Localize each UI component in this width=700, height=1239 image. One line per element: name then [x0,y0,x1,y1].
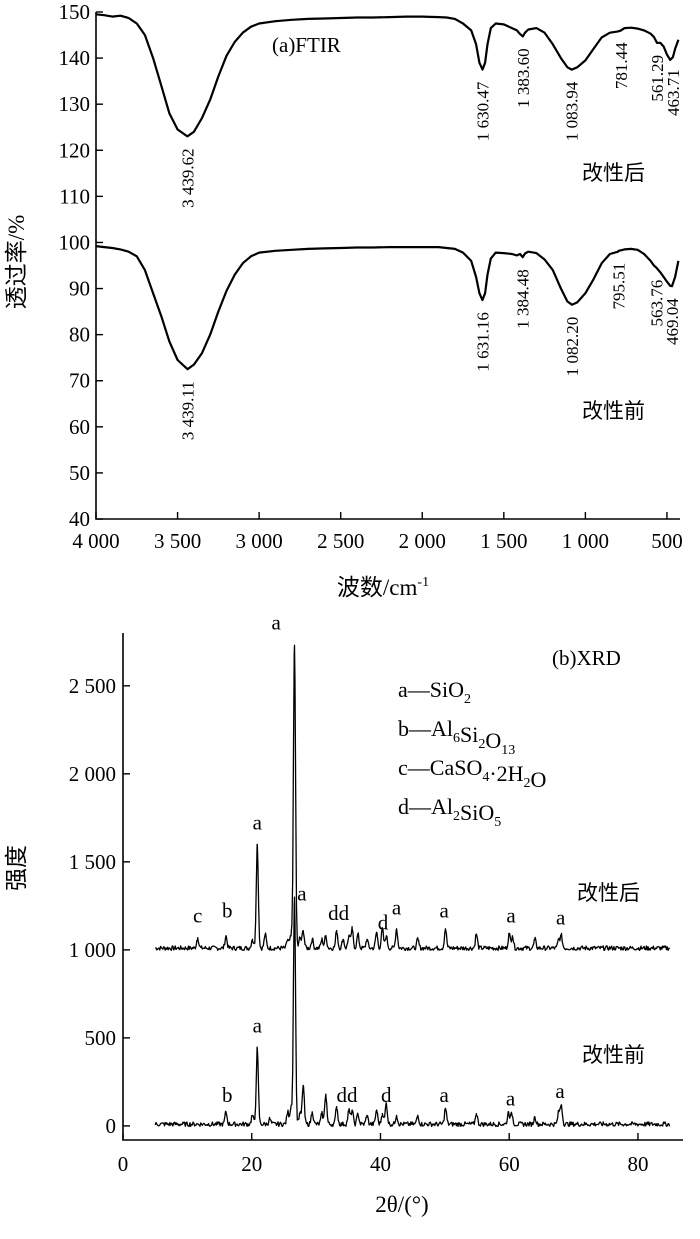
xrd-peak-letter: a [556,905,566,929]
xrd-legend-item: b—Al6Si2O13 [398,716,515,758]
xrd-peak-letter: a [297,882,307,906]
xrd-peak-letter: a [392,896,402,920]
ftir-chart: 40 50 60 70 80 90 100 110 120 130 140 150 4 000 3 500… [4,0,683,600]
ftir-peak-label: 1 383.60 [514,48,533,108]
xrd-y-tick-label: 500 [85,1026,117,1050]
xrd-y-tick-label: 1 000 [69,938,116,962]
ftir-series-after [95,13,680,138]
ftir-y-axis-label: 透过率/% [4,215,29,310]
ftir-peak-label: 1 630.47 [474,81,493,141]
xrd-peak-letter: b [222,1083,233,1107]
ftir-peak-label: 1 384.48 [514,269,533,329]
xrd-peak-letter: a [506,1087,516,1111]
xrd-legend-item: c—CaSO4·2H2O [398,755,546,792]
ftir-peak-label: 563.76 [648,280,667,327]
ftir-x-tick-label: 2 500 [317,529,364,553]
xrd-peak-letter: a [440,1083,450,1107]
xrd-y-tick-label: 2 000 [69,762,116,786]
xrd-y-axis-label: 强度 [4,845,29,891]
ftir-y-tick-label: 50 [69,461,90,485]
ftir-peak-label: 1 083.94 [563,81,582,141]
xrd-peak-letter: a [253,810,263,834]
ftir-y-tick-label: 110 [59,184,90,208]
ftir-series-before [95,245,680,371]
xrd-peak-letter: dd [328,901,350,925]
xrd-peak-letter: c [193,904,202,928]
xrd-x-tick-label: 0 [118,1152,129,1176]
ftir-peak-label: 561.29 [648,55,667,102]
xrd-series-label-before: 改性前 [582,1043,645,1067]
ftir-x-tick-label: 1 500 [480,529,527,553]
xrd-x-axis-label: 2θ/(°) [375,1192,428,1217]
ftir-axis-frame [95,12,680,520]
ftir-peak-label: 3 439.62 [178,148,197,208]
xrd-y-tick-label: 0 [106,1114,117,1138]
xrd-x-tick-label: 60 [499,1152,520,1176]
ftir-x-tick-label: 2 000 [399,529,446,553]
xrd-peak-letter: dd [337,1083,359,1107]
ftir-x-tick-label: 500 [651,529,683,553]
ftir-peak-label: 781.44 [612,42,631,89]
ftir-peak-label: 463.71 [664,69,683,116]
xrd-peak-letter: d [378,911,389,935]
ftir-y-tick-label: 90 [69,277,90,301]
ftir-y-tick-label: 60 [69,415,90,439]
ftir-y-tick-label: 100 [59,230,91,254]
xrd-peak-letter: d [381,1083,392,1107]
xrd-y-tick-label: 2 500 [69,674,116,698]
xrd-y-tick-label: 1 500 [69,850,116,874]
ftir-series-label-after: 改性后 [582,161,645,185]
xrd-legend-item: a—SiO2 [398,677,471,707]
ftir-peak-label: 3 439.11 [179,381,198,440]
xrd-x-tick-label: 20 [241,1152,262,1176]
ftir-y-tick-label: 130 [59,92,91,116]
xrd-peak-letter: a [272,611,282,635]
ftir-series-label-before: 改性前 [582,399,645,423]
ftir-peak-label: 1 082.20 [563,317,582,377]
xrd-series-after [154,644,671,952]
ftir-y-tick-label: 40 [69,507,90,531]
ftir-x-tick-label: 3 500 [154,529,201,553]
xrd-legend-item: d—Al2SiO5 [398,794,501,830]
ftir-title: (a)FTIR [272,33,341,57]
xrd-peak-letter: a [506,904,516,928]
xrd-x-tick-label: 40 [370,1152,391,1176]
xrd-peak-letter: a [555,1079,565,1103]
ftir-y-tick-label: 150 [59,0,91,24]
ftir-y-tick-label: 70 [69,369,90,393]
ftir-y-tick-label: 80 [69,323,90,347]
ftir-x-axis-label: 波数/cm-1 [337,575,429,600]
ftir-y-tick-label: 140 [59,46,91,70]
xrd-series-before [154,896,671,1128]
xrd-peak-letter: a [253,1014,263,1038]
xrd-x-tick-label: 80 [627,1152,648,1176]
xrd-peak-letter: a [440,898,450,922]
ftir-peak-label: 469.04 [663,298,682,345]
ftir-x-tick-label: 4 000 [72,529,119,553]
ftir-x-tick-label: 1 000 [562,529,609,553]
ftir-y-tick-label: 120 [59,138,91,162]
xrd-peak-letter: b [222,898,233,922]
ftir-peak-label: 1 631.16 [473,312,492,372]
xrd-title: (b)XRD [552,646,621,670]
ftir-peak-label: 795.51 [610,263,629,310]
ftir-x-tick-label: 3 000 [236,529,283,553]
xrd-series-label-after: 改性后 [577,881,640,905]
